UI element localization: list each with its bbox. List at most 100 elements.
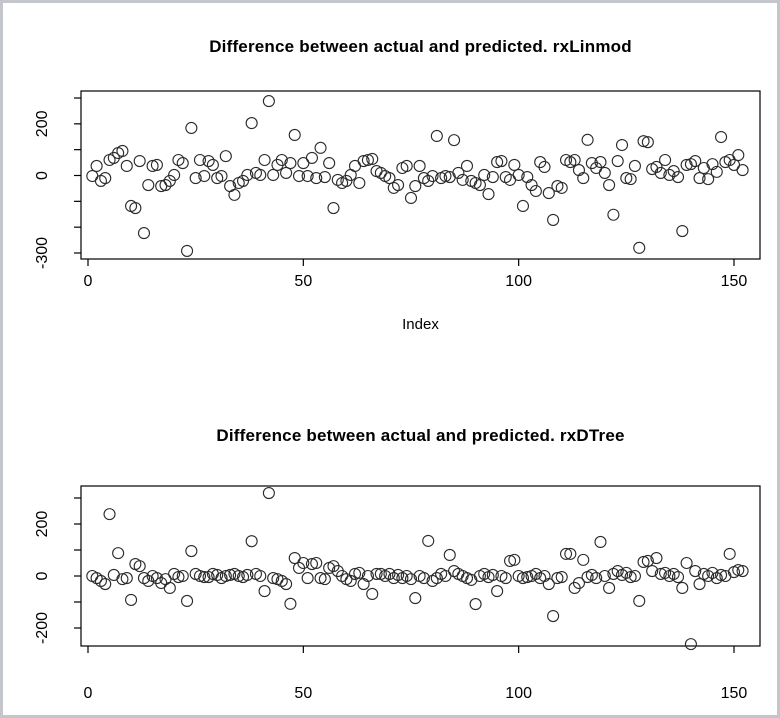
- scatter-point: [185, 121, 198, 135]
- scatter-point: [215, 169, 228, 183]
- scatter-point: [676, 581, 689, 595]
- x-tick-label: 100: [505, 273, 532, 290]
- scatter-point: [409, 592, 422, 605]
- scatter-point: [185, 544, 198, 558]
- scatter-point: [521, 570, 534, 584]
- scatter-point: [628, 159, 641, 172]
- scatter-point: [585, 568, 598, 582]
- scatter-point: [710, 572, 723, 585]
- scatter-point: [400, 159, 413, 172]
- scatter-point: [404, 573, 418, 586]
- scatter-point: [603, 581, 616, 595]
- scatter-point: [702, 173, 715, 186]
- scatter-point: [314, 572, 327, 585]
- x-tick-label: 0: [84, 273, 93, 290]
- scatter-point: [603, 179, 616, 192]
- scatter-point: [486, 170, 499, 184]
- scatter-point: [331, 173, 344, 186]
- scatter-point: [448, 134, 461, 147]
- scatter-point: [137, 227, 151, 240]
- scatter-point: [392, 568, 405, 582]
- scatter-point: [693, 172, 706, 185]
- scatter-point: [710, 165, 723, 178]
- scatter-point: [271, 158, 284, 171]
- scatter-point: [680, 556, 693, 570]
- scatter-point: [323, 157, 336, 170]
- scatter-point: [176, 157, 189, 170]
- scatter-point: [491, 156, 504, 169]
- scatter-point: [284, 597, 297, 610]
- scatter-point: [637, 555, 650, 569]
- scatter-point: [641, 554, 654, 567]
- scatter-point: [163, 581, 176, 595]
- scatter-point: [262, 95, 275, 108]
- scatter-point: [133, 154, 146, 168]
- scatter-point: [430, 572, 443, 585]
- chart-title-rxlinmod: Difference between actual and predicted.…: [209, 37, 632, 56]
- scatter-point: [168, 567, 181, 580]
- scatter-point: [327, 201, 340, 215]
- scatter-point: [129, 201, 142, 215]
- scatter-point: [598, 166, 611, 179]
- scatter-point: [241, 168, 254, 182]
- scatter-point: [659, 566, 672, 579]
- scatter-point: [366, 587, 379, 600]
- scatter-point: [370, 567, 383, 580]
- scatter-point: [633, 241, 646, 254]
- scatter-point: [267, 572, 280, 585]
- scatter-point: [228, 188, 241, 201]
- scatter-point: [198, 570, 211, 584]
- scatter-point: [551, 572, 564, 585]
- scatter-point: [667, 567, 680, 580]
- scatter-point: [443, 548, 456, 561]
- scatter-point: [206, 158, 219, 171]
- scatter-point: [693, 578, 706, 591]
- scatter-point: [732, 563, 745, 577]
- scatter-point: [594, 156, 607, 169]
- scatter-point: [353, 176, 366, 190]
- scatter-point: [258, 153, 271, 167]
- scatter-point: [732, 149, 745, 162]
- scatter-point: [120, 159, 133, 172]
- x-tick-label: 150: [721, 273, 748, 290]
- scatter-point: [671, 170, 685, 184]
- scatter-point: [224, 568, 237, 582]
- scatter-point: [198, 169, 211, 183]
- scatter-points: [86, 487, 749, 651]
- scatter-point: [318, 170, 331, 184]
- y-tick-label: -300: [34, 237, 51, 269]
- scatter-point: [103, 508, 116, 521]
- scatter-point: [417, 572, 430, 585]
- scatter-point: [318, 573, 331, 586]
- scatter-point: [654, 166, 667, 179]
- scatter-point: [305, 151, 318, 164]
- scatter-point: [495, 154, 508, 168]
- scatter-point: [292, 169, 306, 183]
- scatter-point: [146, 159, 159, 172]
- scatter-point: [723, 153, 736, 167]
- scatter-point: [715, 130, 728, 144]
- scatter-point: [99, 578, 112, 591]
- plot-box: [80, 485, 761, 647]
- scatter-point: [219, 569, 232, 583]
- scatter-point: [564, 547, 577, 560]
- scatter-point: [568, 153, 581, 167]
- scatter-point: [340, 174, 353, 187]
- scatter-point: [168, 168, 181, 182]
- scatter-point: [404, 191, 418, 205]
- x-tick-label: 150: [721, 685, 748, 702]
- scatter-point: [607, 208, 620, 221]
- scatter-point: [172, 570, 185, 584]
- scatter-point: [671, 570, 685, 584]
- scatter-point: [633, 594, 646, 608]
- scatter-point: [689, 154, 702, 168]
- scatter-point: [646, 565, 659, 578]
- scatter-point: [628, 569, 641, 583]
- scatter-point: [409, 180, 422, 193]
- scatter-point: [314, 141, 327, 154]
- x-tick-label: 50: [294, 273, 312, 290]
- x-tick-label: 50: [294, 685, 312, 702]
- scatter-point: [262, 487, 275, 500]
- scatter-point: [297, 556, 310, 570]
- scatter-point: [542, 187, 555, 200]
